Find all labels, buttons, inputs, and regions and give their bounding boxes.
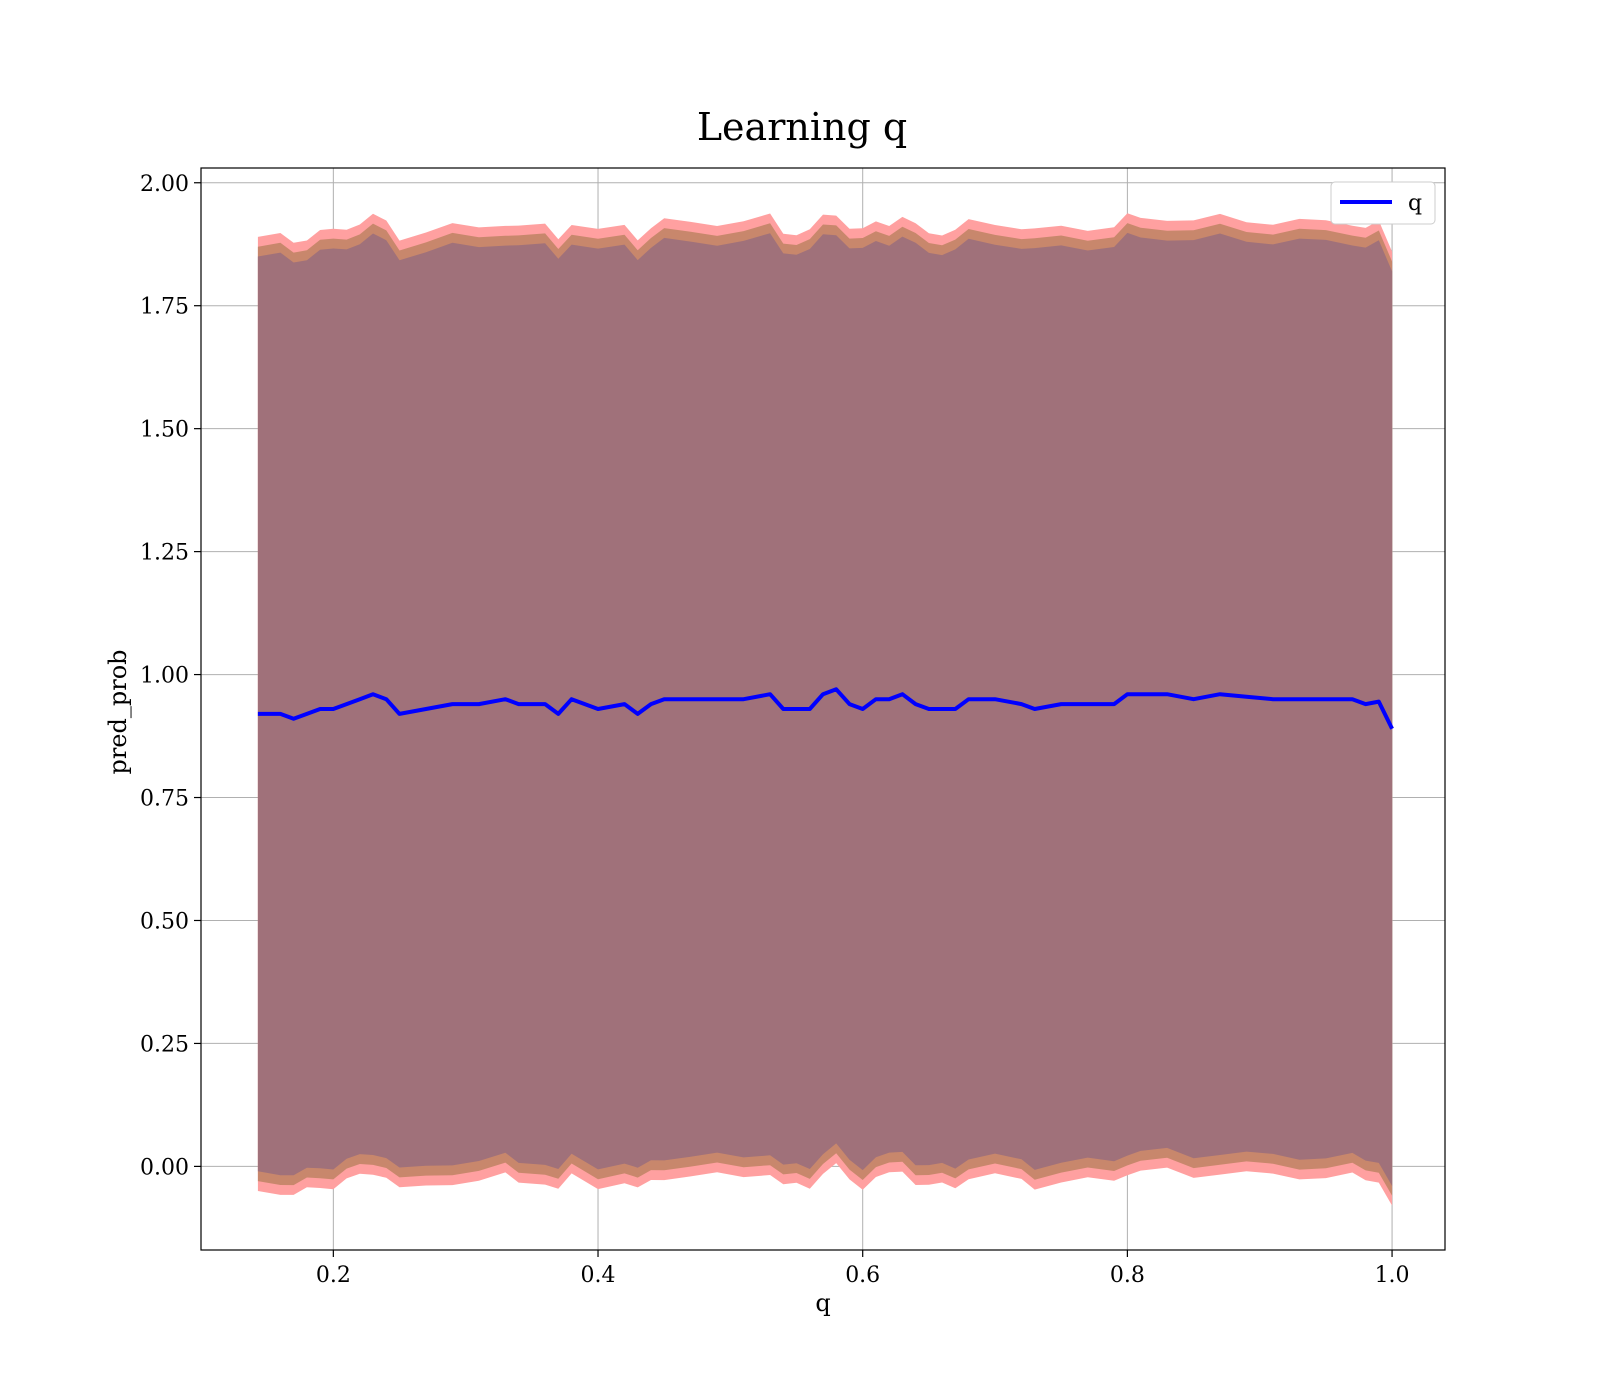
y-tick-label: 1.25: [140, 541, 189, 566]
y-tick-label: 0.75: [140, 787, 189, 812]
y-tick-label: 0.00: [140, 1155, 189, 1180]
y-tick-label: 1.75: [140, 295, 189, 320]
x-tick-label: 0.8: [1110, 1263, 1145, 1288]
y-tick-label: 1.50: [140, 418, 189, 443]
y-tick-label: 2.00: [140, 172, 189, 197]
legend: q: [1330, 181, 1436, 225]
y-tick-label: 0.50: [140, 909, 189, 934]
x-tick-label: 0.2: [316, 1263, 351, 1288]
axis-ticks: 0.2 0.4 0.6 0.8 1.0 0.00 0.25 0.50 0.75 1.00 1.25 1…: [140, 172, 1410, 1288]
y-axis-label: pred_prob: [104, 649, 132, 774]
chart-title: Learning q: [697, 105, 907, 149]
series-lines: [257, 687, 1394, 730]
y-tick-label: 0.25: [140, 1032, 189, 1057]
band-inner: [257, 232, 1393, 1186]
plot-frame: [200, 167, 1446, 1251]
x-tick-label: 0.4: [581, 1263, 616, 1288]
x-tick-label: 1.0: [1375, 1263, 1410, 1288]
legend-label-q: q: [1408, 191, 1422, 216]
y-tick-label: 1.00: [140, 664, 189, 689]
confidence-bands: [257, 213, 1393, 1206]
x-axis-label: q: [815, 1289, 830, 1317]
x-tick-label: 0.6: [845, 1263, 880, 1288]
series-line-q: [257, 687, 1394, 730]
